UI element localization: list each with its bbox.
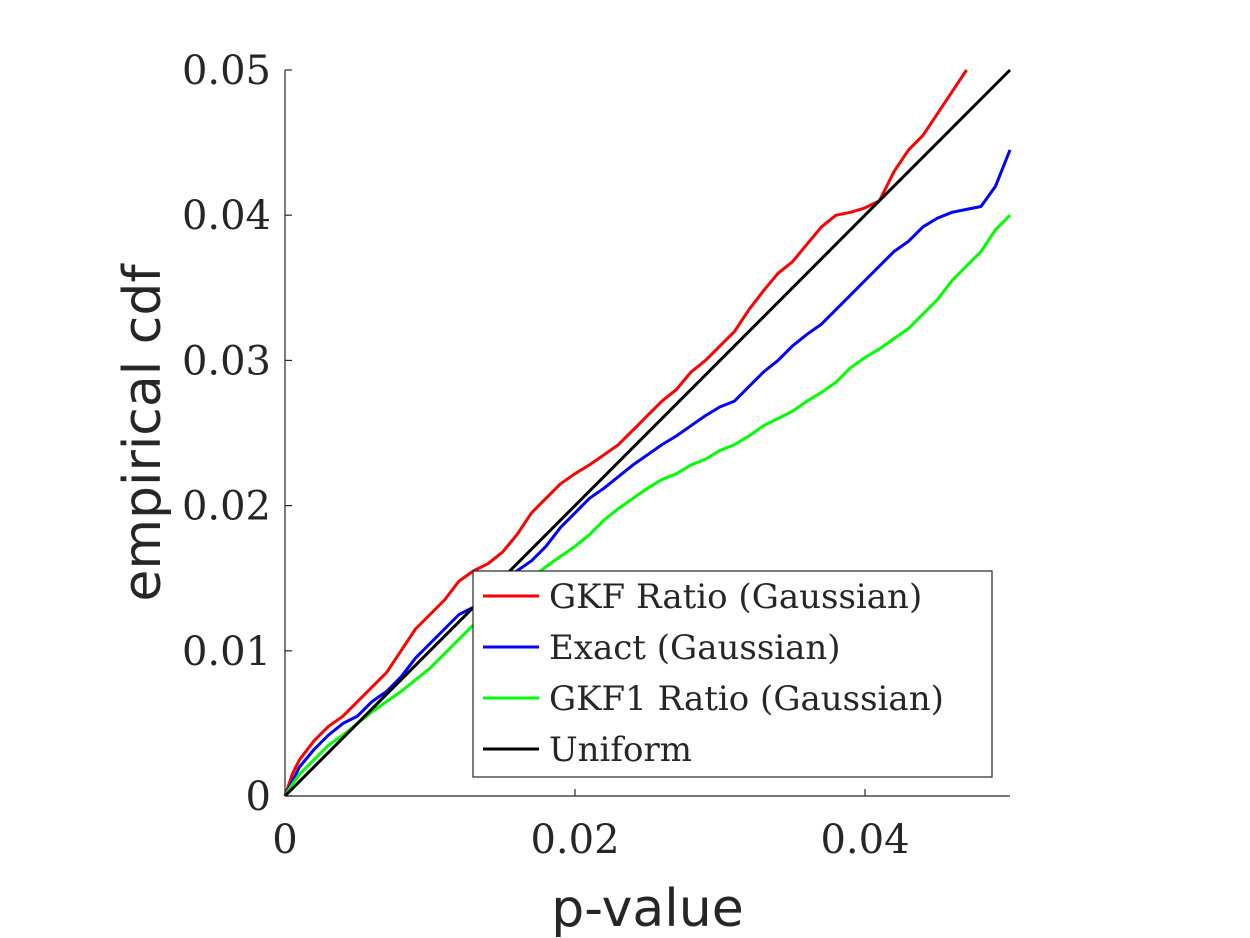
y-tick-label: 0.02 [182,484,271,530]
y-axis-title: empirical cdf [113,263,173,602]
y-tick-label: 0.04 [182,193,271,239]
series-line-exact-gaussian [283,149,1012,797]
legend-box [472,570,993,778]
y-tick-label: 0.03 [182,338,271,384]
legend: GKF Ratio (Gaussian) Exact (Gaussian) GKF1… [472,570,993,778]
series-line-gkf1-ratio-gaussian [283,214,1012,797]
y-tick-label: 0.01 [182,629,271,675]
x-axis-title: p-value [551,879,743,938]
series-line-uniform [283,68,1012,798]
legend-label: Uniform [549,730,692,770]
axes-layer: 0 0.02 0.04 0 0.01 0.02 0.03 0.04 0.05 [182,48,1010,863]
y-tick-label: 0.05 [182,48,271,94]
x-tick-label: 0 [272,817,297,863]
y-tick-label: 0 [246,774,271,820]
series-layer [283,68,1012,798]
x-tick-label: 0.02 [530,817,619,863]
legend-label: GKF Ratio (Gaussian) [549,577,922,617]
legend-label: Exact (Gaussian) [549,628,841,668]
series-line-gkf-ratio-gaussian [283,69,968,797]
legend-label: GKF1 Ratio (Gaussian) [549,679,944,719]
x-tick-label: 0.04 [820,817,909,863]
